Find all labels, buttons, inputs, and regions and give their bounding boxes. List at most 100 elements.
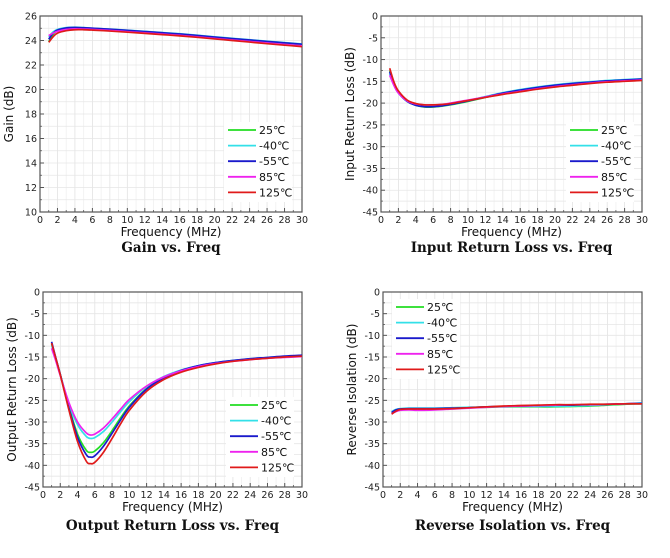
x-tick-label: 10 (121, 215, 133, 226)
y-tick-label: -20 (362, 99, 378, 110)
x-tick-label: 12 (141, 490, 153, 501)
x-tick-label: 22 (226, 215, 238, 226)
legend-label: -40℃ (261, 415, 291, 428)
y-tick-label: -30 (24, 418, 40, 429)
x-axis-title: Frequency (MHz) (121, 225, 222, 239)
x-tick-label: 14 (158, 490, 170, 501)
y-tick-label: -25 (24, 396, 40, 407)
y-tick-label: -5 (31, 309, 40, 320)
x-tick-label: 2 (395, 215, 401, 226)
x-tick-label: 20 (549, 215, 561, 226)
y-tick-label: 22 (25, 61, 37, 72)
legend-label: 25℃ (427, 301, 453, 314)
x-tick-label: 4 (415, 490, 421, 501)
y-tick-label: -35 (362, 164, 378, 175)
legend-label: 125℃ (427, 363, 460, 376)
legend-label: -55℃ (261, 430, 291, 443)
x-tick-label: 16 (514, 215, 526, 226)
x-tick-label: 12 (139, 215, 151, 226)
x-tick-label: 10 (463, 490, 475, 501)
x-tick-label: 28 (619, 490, 631, 501)
x-tick-label: 0 (37, 215, 43, 226)
x-tick-label: 6 (432, 490, 438, 501)
legend: 25℃ -40℃ -55℃ 85℃ 125℃ (224, 122, 292, 202)
y-tick-label: -20 (24, 374, 40, 385)
chart-panel-2: 0 2 4 6 8 10 12 14 16 18 20 22 24 26 28 30-45-40-35-30-… (5, 288, 308, 535)
x-tick-label: 22 (566, 215, 578, 226)
series-line--55C (48, 26, 302, 46)
legend-label: 85℃ (261, 446, 287, 459)
x-tick-label: 0 (378, 215, 384, 226)
x-tick-label: 26 (601, 215, 613, 226)
legend-label: -55℃ (427, 332, 457, 345)
x-tick-label: 28 (279, 490, 291, 501)
chart-title: Input Return Loss vs. Freq (411, 240, 613, 256)
x-tick-label: 8 (109, 490, 115, 501)
x-tick-label: 4 (72, 215, 78, 226)
legend-label: -55℃ (601, 155, 631, 168)
x-tick-label: 16 (174, 215, 186, 226)
x-tick-label: 26 (601, 490, 613, 501)
x-tick-label: 26 (261, 490, 273, 501)
chart-title: Output Return Loss vs. Freq (66, 518, 280, 534)
x-tick-label: 18 (191, 215, 203, 226)
y-tick-label: -10 (24, 331, 40, 342)
x-tick-label: 2 (57, 490, 63, 501)
x-tick-label: 24 (244, 490, 256, 501)
x-tick-label: 16 (515, 490, 527, 501)
legend-label: 85℃ (601, 171, 627, 184)
y-tick-label: 0 (374, 288, 380, 299)
x-axis-title: Frequency (MHz) (462, 500, 563, 514)
legend-label: 25℃ (601, 124, 627, 137)
x-tick-label: 20 (209, 215, 221, 226)
y-tick-label: -45 (364, 483, 380, 494)
y-tick-label: -25 (364, 396, 380, 407)
x-tick-label: 24 (584, 215, 596, 226)
x-tick-label: 24 (584, 490, 596, 501)
grid (382, 291, 643, 488)
x-tick-label: 8 (107, 215, 113, 226)
legend-label: 125℃ (261, 461, 294, 474)
x-tick-label: 18 (532, 490, 544, 501)
x-tick-label: 28 (619, 215, 631, 226)
x-tick-label: 4 (413, 215, 419, 226)
legend: 25℃ -40℃ -55℃ 85℃ 125℃ (226, 397, 294, 477)
x-axis-title: Frequency (MHz) (122, 500, 223, 514)
legend: 25℃ -40℃ -55℃ 85℃ 125℃ (392, 299, 460, 379)
y-tick-label: 26 (25, 12, 37, 23)
y-tick-label: 20 (25, 85, 37, 96)
x-tick-label: 8 (448, 215, 454, 226)
x-tick-label: 20 (550, 490, 562, 501)
x-tick-label: 30 (296, 215, 308, 226)
x-tick-label: 10 (462, 215, 474, 226)
legend-label: -40℃ (259, 140, 289, 153)
y-tick-label: -15 (364, 353, 380, 364)
y-tick-label: -5 (369, 33, 378, 44)
x-tick-label: 14 (497, 215, 509, 226)
y-tick-label: -25 (362, 120, 378, 131)
y-tick-label: -15 (362, 77, 378, 88)
y-axis-title: Input Return Loss (dB) (343, 47, 357, 181)
x-tick-label: 6 (89, 215, 95, 226)
y-axis-title: Gain (dB) (2, 86, 16, 143)
y-tick-label: 12 (25, 183, 37, 194)
chart-panel-1: 0 2 4 6 8 10 12 14 16 18 20 22 24 26 28 30-45-40-35-30-… (343, 12, 648, 257)
y-axis-title: Output Return Loss (dB) (5, 317, 19, 461)
x-tick-label: 20 (210, 490, 222, 501)
y-tick-label: -30 (362, 142, 378, 153)
legend: 25℃ -40℃ -55℃ 85℃ 125℃ (566, 122, 634, 202)
x-tick-label: 24 (244, 215, 256, 226)
y-tick-label: -35 (364, 439, 380, 450)
y-tick-label: -40 (362, 186, 378, 197)
x-tick-label: 22 (567, 490, 579, 501)
legend-label: 125℃ (601, 186, 634, 199)
x-tick-label: 12 (479, 215, 491, 226)
y-tick-label: -45 (362, 208, 378, 219)
legend-label: -40℃ (601, 140, 631, 153)
y-tick-label: -45 (24, 483, 40, 494)
x-tick-label: 18 (532, 215, 544, 226)
legend-label: 25℃ (259, 124, 285, 137)
x-tick-label: 10 (123, 490, 135, 501)
x-tick-label: 14 (498, 490, 510, 501)
chart-panel-3: 0 2 4 6 8 10 12 14 16 18 20 22 24 26 28 30-45-40-35-30-… (345, 288, 648, 535)
